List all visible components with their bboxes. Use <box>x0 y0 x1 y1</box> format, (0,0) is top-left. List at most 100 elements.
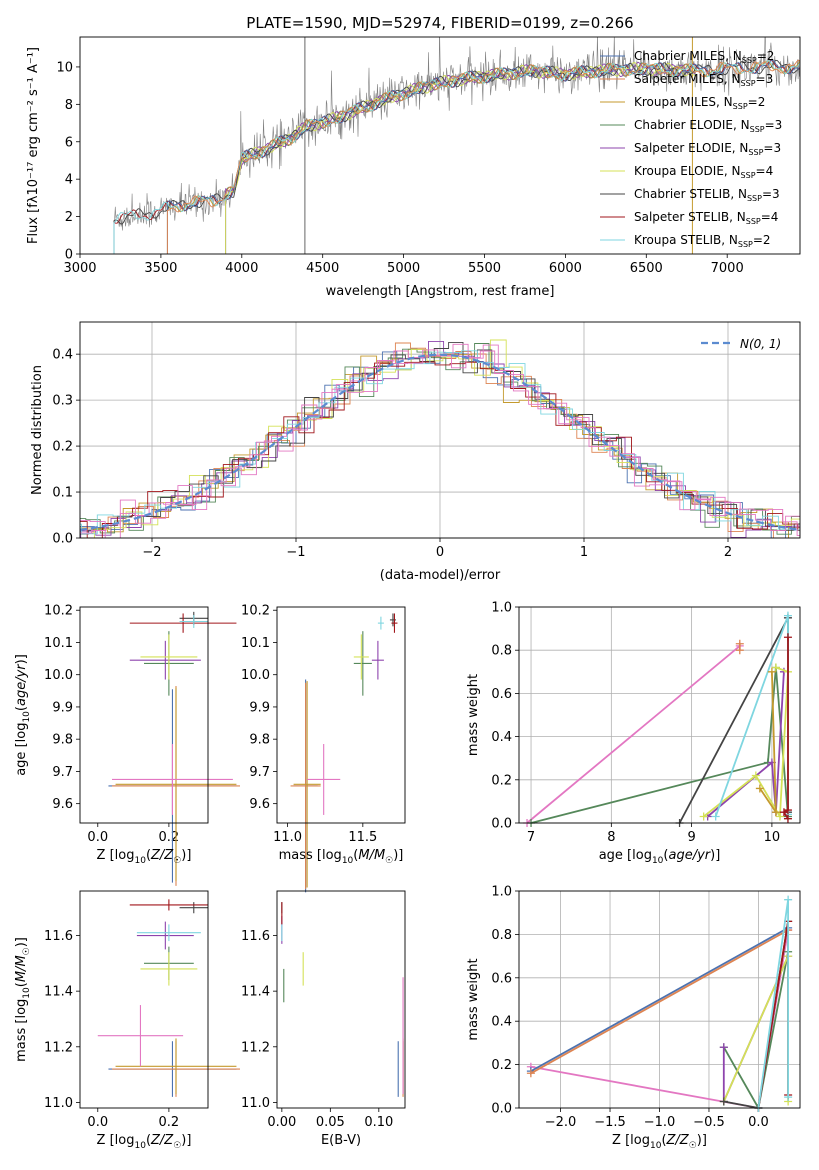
y-tick-label: 9.8 <box>249 733 270 748</box>
axes-frame <box>276 606 406 824</box>
residual-histogram-step <box>80 350 800 536</box>
residual-histogram-step <box>80 350 800 535</box>
x-tick-label: 0.2 <box>159 1115 180 1130</box>
y-tick-label: 9.9 <box>249 700 270 715</box>
weight-line <box>530 929 789 1075</box>
model-spectrum-line <box>225 61 695 254</box>
weight-line <box>530 927 789 1072</box>
x-tick-label: 11.5 <box>348 830 377 845</box>
y-tick-label: 0.1 <box>52 486 73 501</box>
x-axis-label: mass [log10(M/M☉)] <box>279 848 404 866</box>
weight-marker <box>719 1043 728 1052</box>
model-spectrum-line <box>166 59 800 254</box>
y-tick-label: 8 <box>65 98 73 113</box>
model-spectrum-line <box>225 62 696 254</box>
x-tick-label: 0.10 <box>364 1115 393 1130</box>
x-tick-label: −1.5 <box>594 1115 626 1130</box>
y-tick-label: 0.8 <box>491 644 512 659</box>
y-tick-label: 0.0 <box>491 817 512 832</box>
y-tick-label: 0.2 <box>491 1058 512 1073</box>
x-tick-label: 0 <box>436 545 444 560</box>
weight-marker <box>784 895 793 904</box>
y-axis-label: age [log10(age/yr)] <box>14 654 32 776</box>
y-tick-label: 11.0 <box>241 1096 270 1111</box>
residual-histogram-step <box>80 348 800 538</box>
weight-line <box>530 667 789 824</box>
x-tick-label: 0.00 <box>267 1115 296 1130</box>
x-axis-label: (data-model)/error <box>380 568 501 583</box>
model-spectrum-line <box>166 59 800 254</box>
x-tick-label: 7000 <box>711 261 744 276</box>
mass-vs-metallicity-plot: 0.0 0.2 11.0 11.2 11.4 11.6 Z [log10(Z/Z☉)] mas… <box>14 890 240 1151</box>
x-tick-label: −2 <box>142 545 161 560</box>
y-tick-label: 0.0 <box>491 1102 512 1117</box>
weight-marker <box>699 812 708 821</box>
y-tick-label: 0.6 <box>491 687 512 702</box>
y-tick-label: 11.2 <box>44 1040 73 1055</box>
spectrum-plot: 3000 3500 4000 4500 5000 5500 6000 6500 7000 0 2 4 6… <box>26 36 801 299</box>
axes-frame <box>79 321 801 539</box>
x-axis-label: Z [log10(Z/Z☉)] <box>97 1133 192 1151</box>
legend-label: Chabrier STELIB, NSSP=3 <box>634 187 780 203</box>
weight-marker <box>526 1069 535 1078</box>
y-tick-label: 10.2 <box>241 604 270 619</box>
y-tick-label: 0.3 <box>52 394 73 409</box>
weight-vs-metallicity-plot: −2.0 −1.5 −1.0 −0.5 0.0 0.0 0.2 0.4 0.6 0.8 1.0 Z [… <box>466 885 801 1151</box>
weight-marker <box>775 812 784 821</box>
y-tick-label: 10.1 <box>44 636 73 651</box>
weight-line <box>707 671 785 818</box>
legend-label: Chabrier MILES, NSSP=2 <box>634 49 774 65</box>
y-tick-label: 0.4 <box>491 1015 512 1030</box>
mass-vs-extinction-plot: 0.00 0.05 0.10 11.0 11.2 11.4 11.6 E(B-V) <box>241 890 406 1148</box>
legend-label: Salpeter MILES, NSSP=3 <box>634 72 773 88</box>
y-tick-label: 0.2 <box>52 440 73 455</box>
weight-marker <box>783 611 792 620</box>
weight-line <box>526 645 741 824</box>
weight-marker <box>719 1097 728 1106</box>
residual-histogram-step <box>80 342 800 538</box>
x-tick-label: 0.0 <box>748 1115 769 1130</box>
y-tick-label: 9.7 <box>52 765 73 780</box>
weight-marker <box>735 646 744 655</box>
x-axis-label: Z [log10(Z/Z☉)] <box>612 1133 707 1151</box>
x-tick-label: 4500 <box>306 261 339 276</box>
x-tick-label: 5500 <box>468 261 501 276</box>
y-tick-label: 11.2 <box>241 1040 270 1055</box>
weight-marker <box>783 806 792 815</box>
y-tick-label: 9.8 <box>52 733 73 748</box>
residual-histogram-step <box>80 343 800 538</box>
y-tick-label: 9.6 <box>249 797 270 812</box>
x-tick-label: 0.2 <box>159 830 180 845</box>
residual-histogram-step <box>80 341 800 535</box>
model-spectrum-line <box>113 59 800 254</box>
axes-frame <box>518 606 801 824</box>
y-tick-label: 0 <box>65 248 73 263</box>
y-axis-label: mass weight <box>466 674 481 756</box>
legend-label: Kroupa MILES, NSSP=2 <box>634 95 765 111</box>
x-tick-label: −1.0 <box>644 1115 676 1130</box>
x-axis-label: E(B-V) <box>321 1133 361 1148</box>
weight-marker <box>783 814 792 823</box>
x-tick-label: 6500 <box>630 261 663 276</box>
axes-frame <box>79 890 209 1109</box>
y-tick-label: 10.0 <box>44 668 73 683</box>
model-spectrum-line <box>225 62 695 254</box>
model-spectrum-line <box>113 60 800 254</box>
y-tick-label: 0.4 <box>52 348 73 363</box>
y-tick-label: 1.0 <box>491 885 512 900</box>
axes-frame <box>276 890 406 1109</box>
weight-line <box>782 637 789 820</box>
y-tick-label: 0.6 <box>491 971 512 986</box>
weight-marker <box>767 667 776 676</box>
x-tick-label: 8 <box>607 830 615 845</box>
x-tick-label: 0.0 <box>87 830 108 845</box>
x-tick-label: 10 <box>764 830 781 845</box>
legend-label: Kroupa ELODIE, NSSP=4 <box>634 164 773 180</box>
residual-histogram-step <box>80 351 800 538</box>
x-axis-label: age [log10(age/yr)] <box>599 848 721 866</box>
y-axis-label: Flux [fλ10⁻¹⁷ erg cm⁻² s⁻¹ A⁻¹] <box>26 47 41 244</box>
x-tick-label: −1 <box>286 545 305 560</box>
weight-marker <box>751 771 760 780</box>
y-tick-label: 11.6 <box>241 929 270 944</box>
